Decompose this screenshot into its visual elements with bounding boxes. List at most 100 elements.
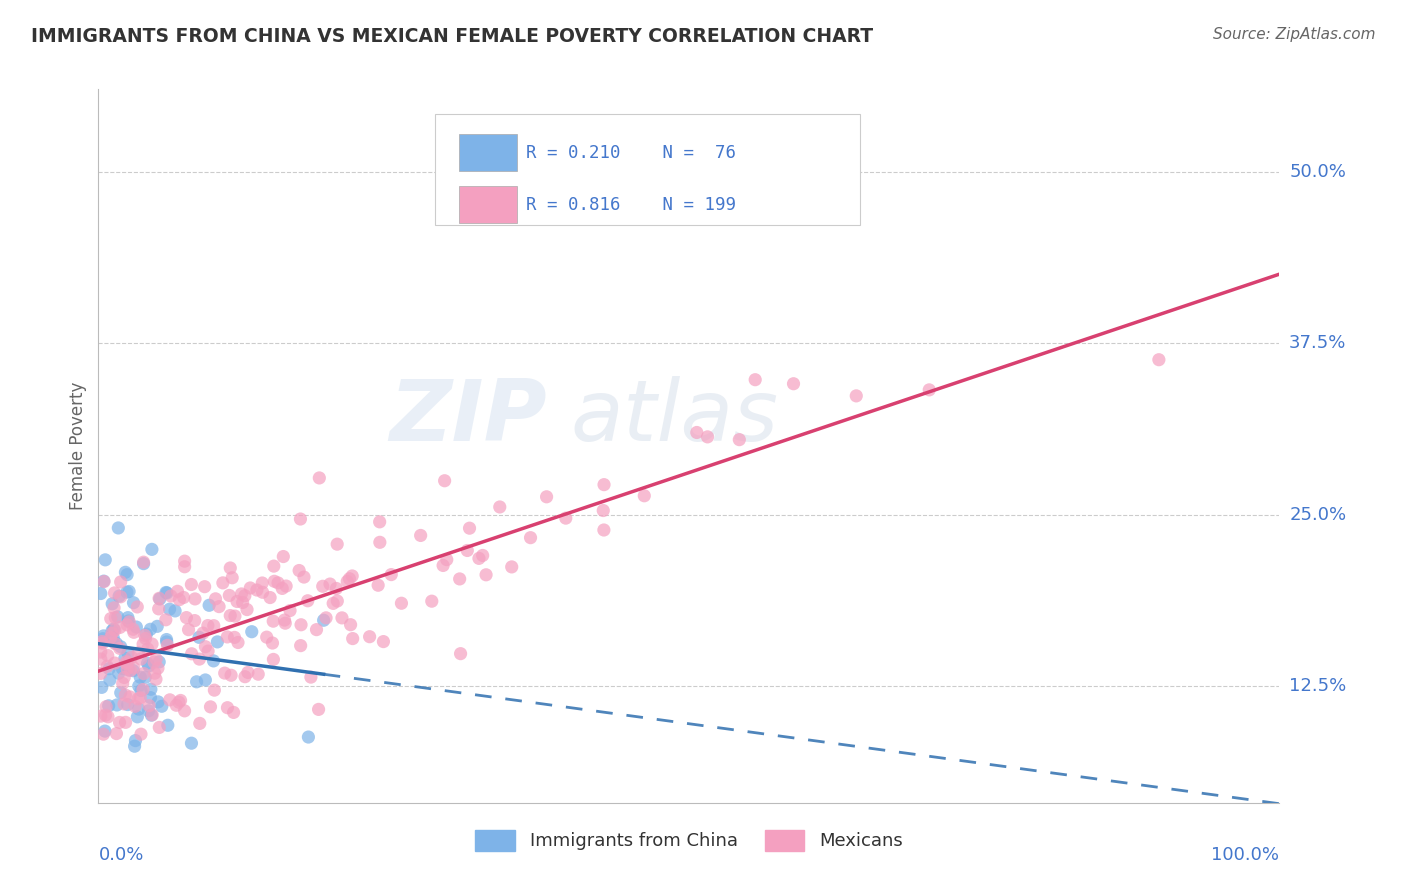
Point xyxy=(146,695,169,709)
Point xyxy=(135,632,157,646)
Point xyxy=(91,636,114,650)
Point xyxy=(129,683,152,698)
Point xyxy=(169,592,191,607)
Point xyxy=(108,620,131,634)
Point xyxy=(686,425,709,440)
Point xyxy=(104,637,127,651)
Point xyxy=(93,727,115,741)
Point xyxy=(198,599,221,613)
Point xyxy=(93,574,115,589)
Point xyxy=(292,570,315,584)
Point xyxy=(94,553,117,567)
Point xyxy=(177,623,200,637)
Point xyxy=(202,654,225,668)
Point xyxy=(124,699,146,714)
Point xyxy=(173,704,195,718)
Point xyxy=(155,585,177,599)
Point xyxy=(273,549,295,564)
Point xyxy=(188,631,211,645)
Point xyxy=(110,640,132,654)
Point xyxy=(117,663,139,677)
Point xyxy=(148,655,170,669)
Point xyxy=(145,652,167,666)
FancyBboxPatch shape xyxy=(458,134,516,171)
Point xyxy=(342,569,364,583)
Point xyxy=(336,574,359,589)
Point xyxy=(117,698,139,712)
Point xyxy=(96,659,118,673)
FancyBboxPatch shape xyxy=(434,114,860,225)
Point xyxy=(117,662,139,676)
Point xyxy=(184,591,207,606)
Point xyxy=(188,716,211,731)
Point xyxy=(156,718,179,732)
Point xyxy=(232,595,254,609)
Point xyxy=(127,710,149,724)
Point xyxy=(98,673,121,687)
Point xyxy=(918,383,941,397)
Point xyxy=(592,503,614,517)
Point xyxy=(373,634,395,648)
Point xyxy=(468,551,491,566)
Point xyxy=(114,651,136,665)
Point xyxy=(339,572,361,586)
Point xyxy=(246,582,269,597)
Point xyxy=(593,477,616,491)
Point xyxy=(155,613,177,627)
Point xyxy=(148,720,170,734)
Point xyxy=(200,699,222,714)
Point xyxy=(132,682,155,697)
Point xyxy=(143,666,166,681)
Point xyxy=(744,373,766,387)
Point xyxy=(593,523,616,537)
Point xyxy=(325,582,347,596)
Point xyxy=(141,637,163,651)
Point xyxy=(114,566,136,580)
Point xyxy=(191,626,214,640)
Point xyxy=(380,567,402,582)
Point xyxy=(194,580,217,594)
Point xyxy=(233,589,256,603)
Point xyxy=(138,658,160,673)
Point xyxy=(145,672,167,686)
Point xyxy=(105,726,128,740)
Point xyxy=(132,637,155,651)
Text: atlas: atlas xyxy=(571,376,779,459)
Point xyxy=(322,596,344,610)
Point xyxy=(236,602,259,616)
Point xyxy=(165,604,187,618)
Point xyxy=(315,611,337,625)
Text: 50.0%: 50.0% xyxy=(1289,162,1346,180)
Point xyxy=(330,611,353,625)
Point xyxy=(256,630,278,644)
Point xyxy=(122,596,145,610)
Point xyxy=(107,666,129,681)
Point xyxy=(155,632,177,647)
Point xyxy=(112,671,135,685)
Point xyxy=(159,693,181,707)
Point xyxy=(1147,352,1170,367)
Point xyxy=(165,698,187,713)
Point xyxy=(124,739,146,754)
Point xyxy=(554,511,576,525)
Point xyxy=(197,644,219,658)
Point xyxy=(132,555,155,569)
Point xyxy=(139,682,162,697)
Point xyxy=(173,559,195,574)
Point xyxy=(222,706,245,720)
FancyBboxPatch shape xyxy=(458,186,516,223)
Point xyxy=(156,635,179,649)
Point xyxy=(308,702,330,716)
Point xyxy=(224,631,246,645)
Point xyxy=(173,591,195,605)
Point xyxy=(696,430,718,444)
Point xyxy=(633,489,655,503)
Text: 12.5%: 12.5% xyxy=(1289,677,1347,695)
Point xyxy=(156,586,179,600)
Point xyxy=(274,616,297,631)
Point xyxy=(103,622,125,636)
Point xyxy=(122,661,145,675)
Point xyxy=(312,579,335,593)
Point xyxy=(122,664,145,678)
Point xyxy=(124,733,146,747)
